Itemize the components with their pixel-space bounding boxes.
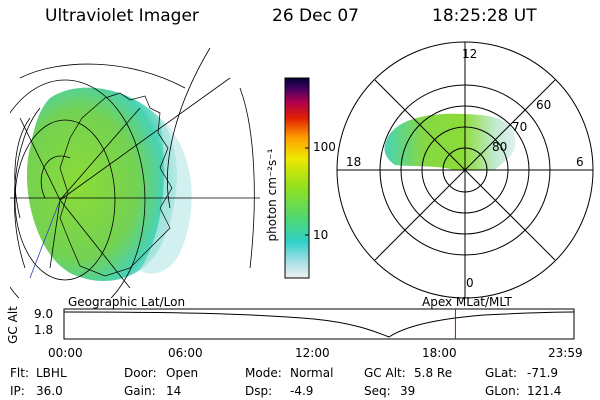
glat-value: -71.9	[527, 366, 559, 380]
time-label: 18:25:28 UT	[432, 6, 537, 26]
strip-x-tick-0000: 00:00	[48, 346, 83, 360]
aurora-oval-geographic	[26, 87, 177, 281]
coastline	[59, 92, 173, 277]
mlt-label-0: 0	[466, 276, 474, 290]
mlt-label-18: 18	[346, 155, 362, 169]
strip-x-tick-0600: 06:00	[168, 346, 203, 360]
flt-value: LBHL	[36, 366, 67, 380]
strip-y-tick-high: 9.0	[34, 307, 54, 321]
gain-label: Gain:	[124, 384, 156, 398]
glon-label: GLon:	[485, 384, 520, 398]
instrument-title: Ultraviolet Imager	[45, 6, 199, 26]
gcalt-label: GC Alt:	[364, 366, 406, 380]
glat-label: GLat:	[485, 366, 518, 380]
seq-label: Seq:	[364, 384, 391, 398]
lat-label-70: 70	[512, 120, 528, 134]
polar-plot	[336, 41, 594, 299]
strip-left-title: Geographic Lat/Lon	[68, 295, 186, 309]
lat-label-60: 60	[536, 98, 552, 112]
altitude-strip-plot	[63, 308, 575, 340]
strip-x-tick-1800: 18:00	[422, 346, 457, 360]
gcalt-value: 5.8 Re	[414, 366, 453, 380]
colorbar-tick-100: 100	[313, 140, 336, 154]
lat-label-80: 80	[492, 140, 508, 154]
dsp-label: Dsp:	[245, 384, 273, 398]
glon-value: 121.4	[527, 384, 562, 398]
gain-value: 14	[166, 384, 182, 398]
door-label: Door:	[124, 366, 157, 380]
mlt-label-12: 12	[462, 47, 478, 61]
strip-right-title: Apex MLat/MLT	[422, 295, 512, 309]
strip-y-axis-label: GC Alt	[5, 306, 20, 344]
mlt-label-6: 6	[576, 155, 584, 169]
door-value: Open	[166, 366, 199, 380]
seq-value: 39	[400, 384, 416, 398]
geographic-map	[10, 47, 260, 298]
flt-label: Flt:	[10, 366, 29, 380]
strip-y-tick-low: 1.8	[34, 323, 54, 337]
ip-label: IP:	[10, 384, 25, 398]
strip-x-tick-1200: 12:00	[295, 346, 330, 360]
strip-x-tick-2359: 23:59	[548, 346, 583, 360]
ip-value: 36.0	[36, 384, 63, 398]
mode-label: Mode:	[245, 366, 282, 380]
altitude-curve	[63, 311, 575, 338]
colorbar	[284, 77, 310, 279]
mode-value: Normal	[290, 366, 334, 380]
colorbar-tick-10: 10	[313, 228, 329, 242]
colorbar-unit-label: photon cm⁻²s⁻¹	[265, 148, 279, 242]
date-label: 26 Dec 07	[272, 6, 359, 26]
dsp-value: -4.9	[290, 384, 314, 398]
